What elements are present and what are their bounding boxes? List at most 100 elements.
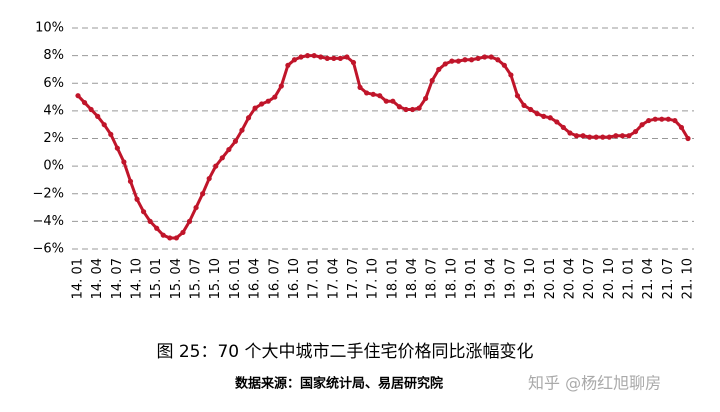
data-point [646,117,652,124]
data-point [390,98,396,104]
data-point [626,133,632,139]
data-point [672,117,678,124]
x-tick-label: 17. 10 [366,258,381,299]
data-point [449,58,455,64]
y-tick-label: −6% [32,242,64,257]
data-point [121,159,127,165]
x-tick-label: 21. 10 [681,258,696,299]
x-tick-label: 20. 07 [582,258,597,299]
x-tick-label: 19. 01 [464,258,479,299]
data-point [147,218,153,224]
x-tick-label: 16. 01 [228,258,243,299]
data-point [95,113,101,119]
data-point [639,122,645,128]
data-point [514,93,521,99]
data-point [252,105,258,111]
x-tick-label: 18. 04 [405,258,420,299]
data-point [665,116,671,122]
y-tick-label: 2% [43,131,64,146]
x-tick-label: 16. 10 [287,258,302,299]
data-point [482,54,488,60]
x-tick-label: 17. 01 [307,258,322,299]
data-point [547,115,553,121]
data-point [259,101,265,107]
data-point [396,104,402,110]
data-point [350,59,357,66]
data-point [462,57,468,63]
x-tick-label: 18. 10 [444,258,459,299]
data-point [475,55,481,61]
data-point [304,53,311,59]
data-point [455,58,462,64]
data-point [180,229,186,236]
x-tick-label: 18. 01 [385,258,400,299]
data-point [600,134,606,140]
x-tick-label: 20. 01 [543,258,558,299]
data-point [245,115,252,121]
x-tick-label: 15. 10 [208,258,223,299]
data-point [160,232,166,238]
data-point [200,191,206,197]
y-tick-label: −2% [32,186,64,201]
data-point [508,72,514,78]
data-point [468,57,475,63]
data-point [127,178,134,184]
data-point [554,119,560,125]
x-tick-label: 15. 01 [149,258,164,299]
data-point [593,134,599,140]
data-point [560,124,566,131]
x-tick-label: 19. 10 [523,258,538,299]
data-point [173,235,179,241]
x-tick-label: 17. 07 [346,258,361,299]
source-note: 数据来源：国家统计局、易居研究院 [235,376,443,392]
data-point [193,204,199,211]
data-point [140,209,147,215]
data-point [114,145,120,151]
y-tick-label: 6% [43,76,64,91]
data-point [154,225,160,231]
data-point [75,93,81,99]
data-point [541,113,547,119]
data-point [311,53,317,59]
x-tick-label: 16. 07 [267,258,282,299]
data-point [409,106,416,113]
chart-title: 图 25：70 个大中城市二手住宅价格同比涨幅变化 [156,342,533,362]
x-tick-label: 14. 07 [110,258,125,299]
data-point [226,146,232,153]
data-point [652,116,658,122]
x-tick-label: 19. 07 [503,258,518,299]
y-tick-label: 10% [35,21,64,36]
data-point [108,131,114,137]
y-tick-label: −4% [32,214,64,229]
x-tick-label: 15. 07 [189,258,204,299]
x-tick-label: 18. 07 [425,258,440,299]
data-point [377,93,383,99]
x-tick-label: 15. 04 [169,258,184,299]
x-tick-label: 16. 04 [248,258,263,299]
data-point [324,55,330,61]
data-point [331,55,337,61]
data-point [442,61,448,67]
data-point [370,91,376,97]
x-tick-label: 21. 01 [621,258,636,299]
data-point [534,111,540,117]
data-point [606,134,612,140]
x-tick-label: 14. 01 [71,258,86,299]
data-point [619,133,626,139]
data-point [436,66,442,73]
data-point [527,106,534,113]
data-point [219,155,225,161]
data-point [364,90,370,96]
data-point [88,106,94,113]
data-point [298,54,304,60]
data-point [337,55,343,61]
data-point [501,62,507,68]
y-tick-label: 4% [43,103,64,118]
data-point [167,235,173,241]
data-point [383,98,389,104]
data-point [567,130,573,136]
x-tick-label: 14. 04 [90,258,105,299]
data-point [521,102,527,108]
x-tick-label: 19. 04 [484,258,499,299]
